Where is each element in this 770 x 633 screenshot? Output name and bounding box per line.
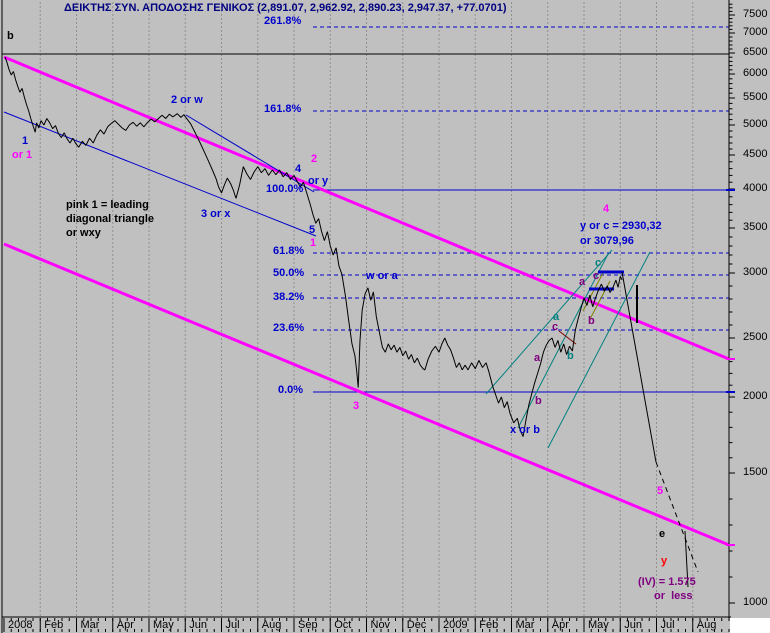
forecast-end-marker	[684, 530, 689, 588]
wedge-upper-line	[185, 114, 315, 193]
bottom-right-corner	[730, 618, 770, 633]
mini-trendline	[558, 330, 577, 345]
forecast-line-dashed	[655, 461, 699, 573]
rally-channel-line-3	[547, 251, 651, 449]
price-line	[4, 57, 623, 437]
rally-channel-line-1	[485, 249, 613, 395]
forecast-line-solid	[621, 271, 657, 463]
wedge-lower-line	[3, 111, 317, 237]
rally-channel-line-2	[517, 253, 609, 429]
upper-channel-line	[3, 55, 730, 361]
lower-channel-line	[3, 242, 730, 547]
